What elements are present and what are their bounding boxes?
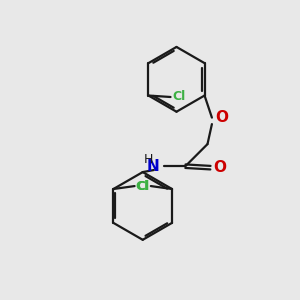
Text: O: O	[215, 110, 228, 125]
Text: Cl: Cl	[136, 180, 149, 193]
Text: H: H	[144, 153, 153, 166]
Text: N: N	[146, 159, 159, 174]
Text: O: O	[213, 160, 226, 175]
Text: Cl: Cl	[137, 180, 150, 193]
Text: Cl: Cl	[172, 91, 186, 103]
